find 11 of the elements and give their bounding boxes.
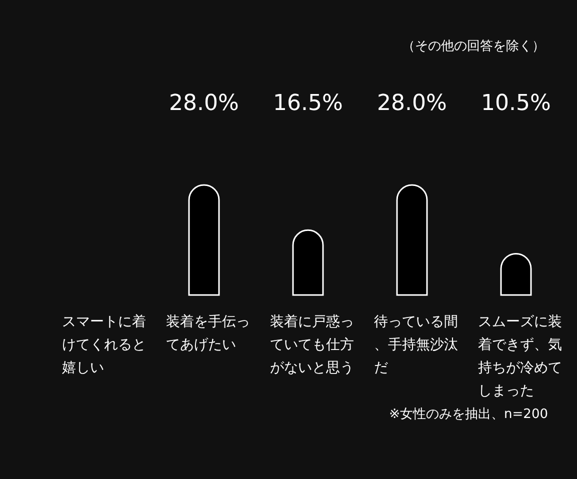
data-label: 16.5% bbox=[273, 91, 343, 116]
text: ※女性のみを抽出、n=200 bbox=[389, 407, 548, 422]
data-label: 10.5% bbox=[481, 91, 551, 116]
x-tick-label: 装着を手伝ってあげたい bbox=[166, 314, 250, 353]
x-tick-label: スムーズに装着できず、気持ちが冷めてしまった bbox=[478, 314, 562, 399]
data-label: 28.0% bbox=[169, 91, 239, 116]
x-tick-label: スマートに着けてくれると嬉しい bbox=[62, 314, 146, 376]
text: （その他の回答を除く） bbox=[402, 39, 545, 54]
x-tick-label: 待っている間、手持無沙汰だ bbox=[374, 314, 458, 376]
x-tick-label: 装着に戸惑っていても仕方がないと思う bbox=[270, 314, 354, 376]
data-label: 28.0% bbox=[377, 91, 447, 116]
